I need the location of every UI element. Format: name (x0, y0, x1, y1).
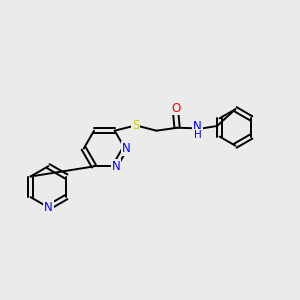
Text: N: N (112, 160, 121, 173)
Text: N: N (193, 120, 202, 134)
Text: S: S (132, 119, 140, 132)
Text: H: H (194, 130, 202, 140)
Text: O: O (171, 101, 180, 115)
Text: N: N (44, 201, 53, 214)
Text: N: N (122, 142, 131, 155)
